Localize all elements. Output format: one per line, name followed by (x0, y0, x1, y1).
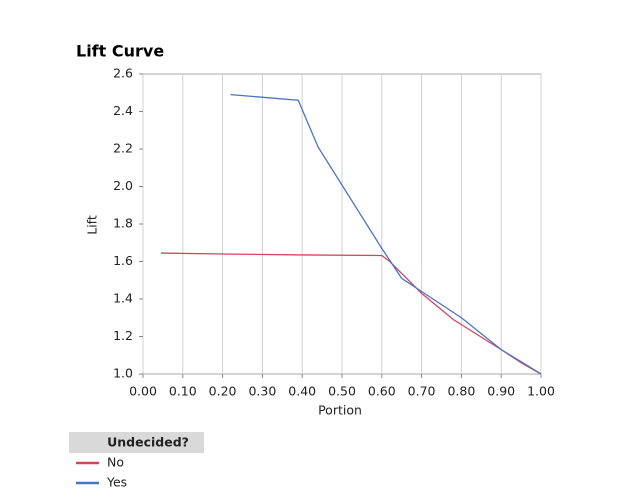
x-tick-label: 0.80 (447, 384, 475, 399)
legend-label: Yes (106, 475, 127, 490)
line (230, 93, 542, 375)
y-tick-label: 2.0 (113, 178, 133, 193)
x-tick-label: 0.90 (487, 384, 515, 399)
y-tick-label: 1.6 (113, 253, 133, 268)
y-axis-label: Lift (85, 215, 100, 235)
legend-label: No (107, 455, 124, 470)
legend-header (69, 432, 204, 453)
y-tick-label: 1.2 (113, 328, 133, 343)
line (160, 252, 542, 375)
x-tick-label: 0.50 (328, 384, 356, 399)
x-tick-label: 0.10 (169, 384, 197, 399)
x-axis-label: Portion (318, 403, 362, 418)
x-tick-label: 1.00 (527, 384, 555, 399)
y-tick-label: 1.8 (113, 216, 133, 231)
x-tick-label: 0.20 (209, 384, 237, 399)
y-tick-label: 1.4 (113, 291, 133, 306)
legend-title: Undecided? (107, 435, 189, 450)
y-tick-label: 2.4 (113, 103, 133, 118)
x-tick-label: 0.60 (368, 384, 396, 399)
y-tick-label: 2.6 (113, 66, 133, 81)
x-tick-label: 0.70 (408, 384, 436, 399)
y-tick-label: 1.0 (113, 366, 133, 381)
y-tick-label: 2.2 (113, 141, 133, 156)
x-tick-label: 0.00 (129, 384, 157, 399)
x-tick-label: 0.30 (248, 384, 276, 399)
chart-title: Lift Curve (76, 42, 164, 61)
x-tick-label: 0.40 (288, 384, 316, 399)
